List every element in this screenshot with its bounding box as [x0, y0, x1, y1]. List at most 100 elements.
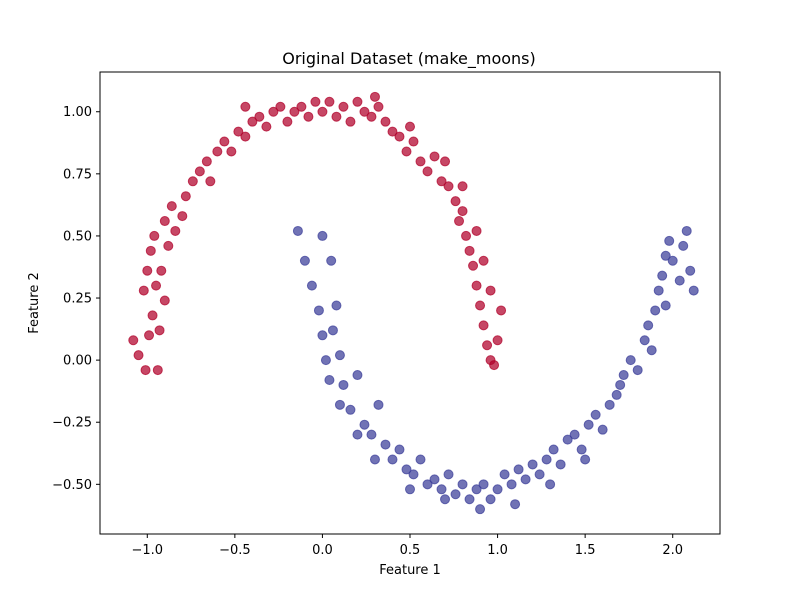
data-point-series-0	[454, 216, 465, 227]
data-point-series-0	[387, 126, 398, 137]
data-point-series-1	[678, 240, 689, 251]
data-point-series-1	[688, 285, 699, 296]
data-point-series-1	[485, 494, 496, 505]
data-point-series-1	[615, 379, 626, 390]
data-point-series-1	[317, 330, 328, 341]
x-tick-label: 1.5	[575, 543, 596, 558]
data-point-series-0	[310, 96, 321, 107]
data-point-series-0	[457, 181, 468, 192]
data-point-series-1	[667, 255, 678, 266]
data-point-series-0	[352, 96, 363, 107]
data-point-series-0	[163, 240, 174, 251]
data-point-series-1	[520, 474, 531, 485]
data-point-series-1	[317, 230, 328, 241]
data-point-series-0	[128, 335, 139, 346]
data-point-series-1	[646, 345, 657, 356]
data-point-series-1	[580, 454, 591, 465]
data-point-series-0	[180, 191, 191, 202]
data-point-series-0	[133, 350, 144, 361]
data-point-series-1	[545, 479, 556, 490]
data-point-series-1	[611, 389, 622, 400]
data-point-series-0	[401, 146, 412, 157]
data-point-series-1	[583, 419, 594, 430]
data-point-series-1	[436, 484, 447, 495]
data-point-series-1	[674, 275, 685, 286]
data-point-series-0	[282, 116, 293, 127]
data-point-series-0	[489, 360, 500, 371]
data-point-series-0	[159, 216, 170, 227]
data-point-series-0	[187, 176, 198, 187]
x-tick-label: 0.0	[312, 543, 333, 558]
x-tick-label: −0.5	[219, 543, 251, 558]
data-point-series-0	[457, 206, 468, 217]
y-tick-label: −0.50	[52, 478, 92, 493]
data-point-series-0	[170, 225, 181, 236]
data-point-series-1	[394, 444, 405, 455]
data-point-series-1	[457, 479, 468, 490]
y-tick-label: 0.25	[63, 292, 92, 307]
data-point-series-0	[177, 211, 188, 222]
x-tick-label: −1.0	[131, 543, 163, 558]
data-point-series-1	[352, 429, 363, 440]
data-point-series-1	[324, 375, 335, 385]
data-point-series-0	[475, 300, 486, 311]
data-point-series-0	[147, 310, 158, 321]
data-point-series-0	[359, 106, 370, 117]
data-point-series-1	[510, 499, 521, 510]
x-tick-label: 2.0	[662, 543, 683, 558]
data-point-series-1	[306, 280, 317, 291]
data-point-series-0	[380, 116, 391, 127]
data-point-series-1	[443, 469, 454, 480]
data-point-series-1	[478, 479, 489, 490]
data-point-series-1	[527, 459, 538, 470]
data-point-series-0	[138, 285, 149, 296]
scatter-points	[128, 91, 699, 515]
x-tick-label: 1.0	[487, 543, 508, 558]
data-point-series-1	[475, 504, 486, 515]
data-point-series-0	[324, 96, 335, 107]
data-point-series-1	[327, 325, 338, 336]
data-point-series-1	[650, 305, 661, 316]
data-point-series-0	[159, 295, 170, 306]
data-point-series-0	[154, 325, 165, 336]
data-point-series-1	[569, 429, 580, 440]
data-point-series-0	[496, 305, 507, 316]
data-point-series-0	[405, 121, 415, 132]
data-point-series-1	[334, 350, 345, 361]
data-point-series-0	[275, 101, 286, 112]
data-point-series-0	[289, 106, 300, 117]
data-point-series-1	[387, 454, 398, 465]
data-point-series-1	[429, 474, 440, 485]
data-point-series-1	[604, 399, 615, 410]
data-point-series-0	[226, 146, 237, 157]
data-point-series-1	[513, 464, 524, 475]
data-point-series-1	[380, 439, 391, 450]
y-tick-label: 0.00	[63, 354, 92, 369]
plot-frame	[99, 71, 721, 535]
data-point-series-0	[240, 101, 251, 112]
data-point-series-0	[478, 255, 489, 266]
data-point-series-0	[166, 201, 177, 212]
data-point-series-0	[233, 126, 244, 137]
data-point-series-1	[664, 235, 675, 246]
y-axis-label: Feature 2	[27, 272, 42, 334]
data-point-series-0	[303, 111, 314, 122]
data-point-series-0	[373, 101, 384, 112]
data-point-series-0	[152, 365, 163, 376]
data-point-series-0	[408, 136, 419, 147]
data-point-series-1	[408, 469, 419, 480]
data-point-series-0	[366, 111, 377, 122]
data-point-series-1	[464, 494, 475, 505]
data-point-series-1	[632, 365, 643, 376]
data-point-series-1	[292, 225, 303, 236]
data-point-series-0	[436, 176, 447, 187]
data-point-series-0	[394, 131, 405, 142]
data-point-series-1	[643, 320, 654, 331]
data-point-series-1	[366, 429, 377, 440]
data-point-series-1	[685, 265, 696, 276]
data-point-series-1	[440, 494, 451, 505]
data-point-series-0	[261, 121, 272, 132]
data-point-series-1	[653, 285, 664, 296]
chart-title: Original Dataset (make_moons)	[282, 49, 536, 69]
